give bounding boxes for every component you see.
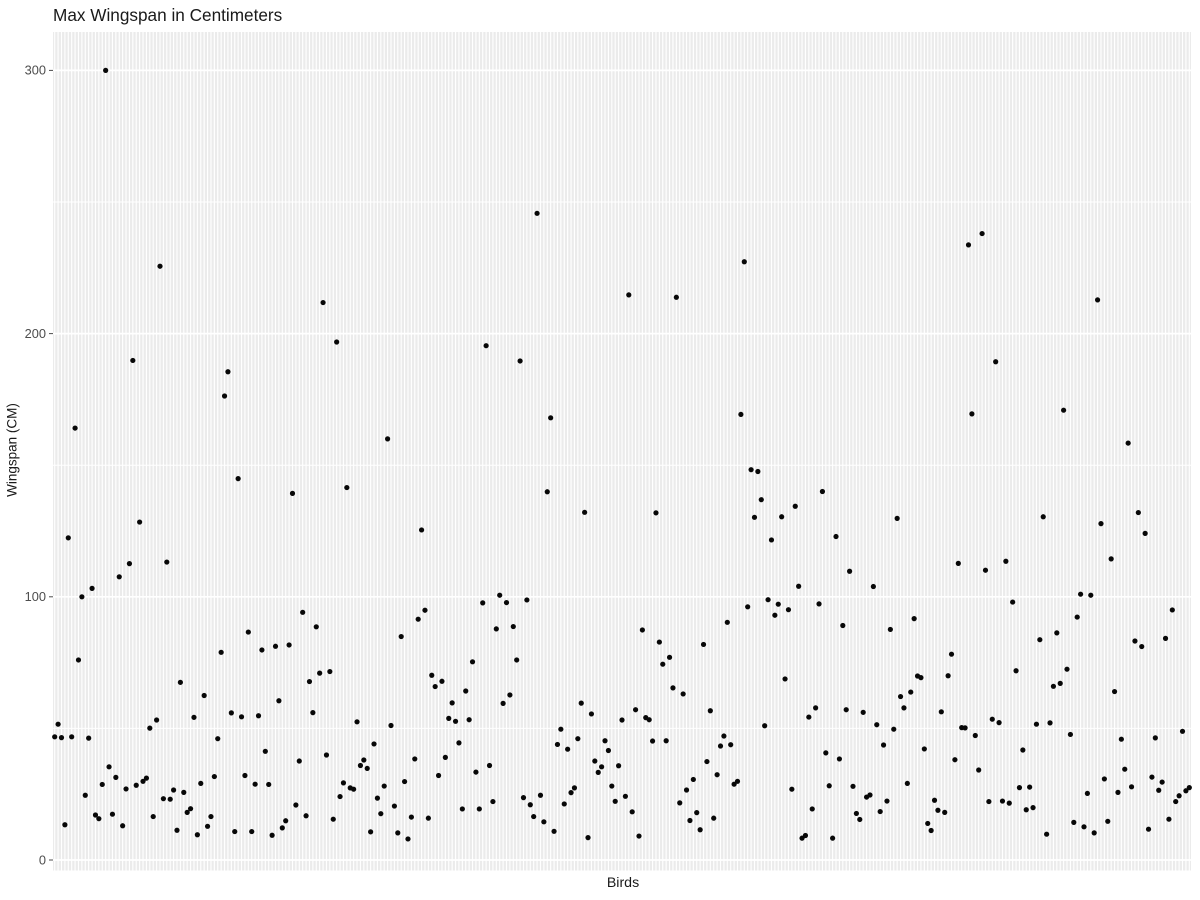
svg-text:0: 0 bbox=[39, 852, 46, 867]
svg-text:300: 300 bbox=[25, 63, 46, 78]
svg-text:200: 200 bbox=[25, 326, 46, 341]
svg-text:100: 100 bbox=[25, 589, 46, 604]
